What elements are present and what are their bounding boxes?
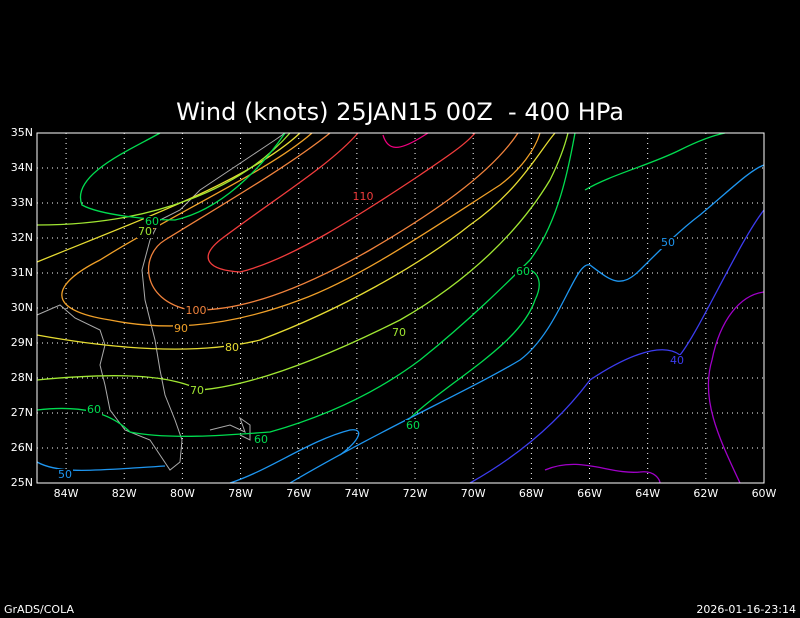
contour-label-bg xyxy=(405,420,421,432)
y-tick-label: 26N xyxy=(11,441,33,454)
contour-label: 70 xyxy=(392,326,406,339)
y-tick-label: 28N xyxy=(11,371,33,384)
contour-label-bg xyxy=(515,266,531,278)
x-tick-label: 76W xyxy=(286,487,311,500)
y-tick-label: 35N xyxy=(11,126,33,139)
contour-line xyxy=(382,132,429,149)
x-tick-label: 68W xyxy=(519,487,544,500)
contour-line xyxy=(584,132,726,191)
contour-label: 70 xyxy=(138,225,152,238)
y-tick-label: 30N xyxy=(11,301,33,314)
contour-line xyxy=(207,132,476,273)
contour-label-bg xyxy=(391,327,407,339)
footer-left: GrADS/COLA xyxy=(4,603,74,616)
contour-label: 60 xyxy=(145,215,159,228)
contour-label: 50 xyxy=(58,468,72,481)
contour-label: 110 xyxy=(353,190,374,203)
y-tick-label: 27N xyxy=(11,406,33,419)
contour-label: 60 xyxy=(254,433,268,446)
coastline-path xyxy=(36,132,286,471)
x-tick-label: 60W xyxy=(752,487,777,500)
contour-label-bg xyxy=(184,305,208,317)
x-tick-label: 72W xyxy=(403,487,428,500)
contour-label-bg xyxy=(253,434,269,446)
contour-line xyxy=(469,209,765,484)
y-tick-label: 32N xyxy=(11,231,33,244)
contour-line xyxy=(407,269,540,421)
contour-label: 60 xyxy=(87,403,101,416)
contour-line xyxy=(544,463,661,484)
contour-label-bg xyxy=(189,385,205,397)
y-tick-label: 31N xyxy=(11,266,33,279)
x-tick-label: 70W xyxy=(461,487,486,500)
contour-label-bg xyxy=(669,355,685,367)
contour-label-bg xyxy=(351,191,375,203)
coastline xyxy=(36,132,286,471)
grid xyxy=(37,132,765,484)
y-tick-label: 29N xyxy=(11,336,33,349)
x-tick-label: 66W xyxy=(577,487,602,500)
contour-label-bg xyxy=(57,469,73,481)
x-tick-label: 74W xyxy=(344,487,369,500)
contour-line xyxy=(36,132,301,263)
contour-label: 70 xyxy=(190,384,204,397)
y-tick-label: 25N xyxy=(11,476,33,489)
contour-label: 50 xyxy=(661,236,675,249)
map-title: Wind (knots) 25JAN15 00Z - 400 HPa xyxy=(176,98,624,126)
coastline-path xyxy=(209,416,251,441)
x-tick-label: 84W xyxy=(54,487,79,500)
y-tick-label: 33N xyxy=(11,196,33,209)
contours xyxy=(36,132,765,484)
contour-label-bg xyxy=(137,226,153,238)
contour-line xyxy=(36,132,576,437)
footer-right: 2026-01-16-23:14 xyxy=(696,603,796,616)
contour-line xyxy=(36,132,291,226)
contour-line xyxy=(79,132,286,221)
contour-line xyxy=(61,132,541,327)
x-tick-label: 62W xyxy=(693,487,718,500)
contour-label: 40 xyxy=(670,354,684,367)
contour-label: 60 xyxy=(516,265,530,278)
contour-line xyxy=(147,132,519,311)
contour-line xyxy=(289,164,765,484)
contour-line xyxy=(36,132,569,391)
x-tick-label: 64W xyxy=(635,487,660,500)
contour-line xyxy=(707,291,765,484)
plot-frame xyxy=(36,132,765,484)
contour-line xyxy=(229,429,360,484)
x-tick-label: 82W xyxy=(112,487,137,500)
contour-label-bg xyxy=(86,404,102,416)
contour-label: 60 xyxy=(406,419,420,432)
y-tick-label: 34N xyxy=(11,161,33,174)
contour-label: 100 xyxy=(186,304,207,317)
contour-line xyxy=(36,461,166,472)
x-tick-label: 78W xyxy=(228,487,253,500)
contour-label-bg xyxy=(173,323,189,335)
x-tick-label: 80W xyxy=(170,487,195,500)
contour-line xyxy=(36,132,556,350)
contour-label-bg xyxy=(660,237,676,249)
contour-label-bg xyxy=(144,216,160,228)
contour-label: 80 xyxy=(225,341,239,354)
contour-label: 90 xyxy=(174,322,188,335)
contour-label-bg xyxy=(224,342,240,354)
